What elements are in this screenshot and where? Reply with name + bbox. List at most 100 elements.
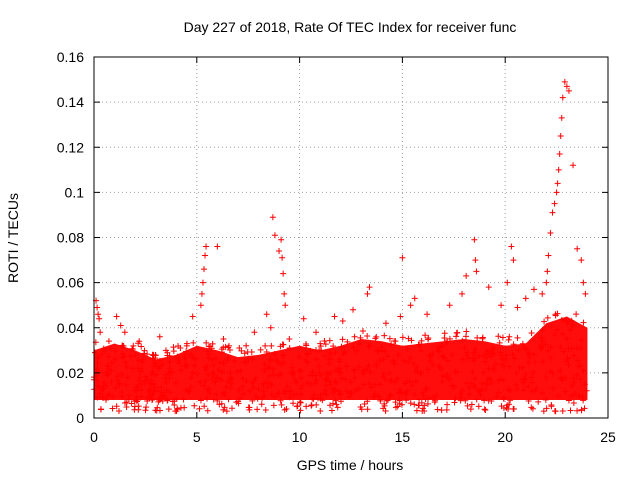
- band-marker: [221, 404, 228, 411]
- band-marker: [411, 391, 418, 398]
- data-point: [411, 295, 418, 302]
- band-marker: [444, 401, 451, 408]
- data-point: [556, 151, 563, 158]
- band-marker: [555, 392, 562, 399]
- band-marker: [262, 407, 269, 414]
- band-marker: [220, 344, 227, 351]
- band-marker: [395, 389, 402, 396]
- band-marker: [248, 348, 255, 355]
- band-marker: [279, 352, 286, 359]
- x-tick-label: 0: [90, 429, 98, 445]
- band-marker: [298, 374, 305, 381]
- band-marker: [155, 388, 162, 395]
- band-marker: [459, 356, 466, 363]
- band-marker: [351, 367, 358, 374]
- band-marker: [512, 381, 519, 388]
- band-marker: [526, 354, 533, 361]
- band-marker: [386, 377, 393, 384]
- band-marker: [334, 404, 341, 411]
- band-marker: [297, 407, 304, 414]
- band-marker: [218, 377, 225, 384]
- band-marker: [119, 393, 126, 400]
- band-marker: [326, 349, 333, 356]
- band-marker: [112, 385, 119, 392]
- data-point: [117, 322, 124, 329]
- band-marker: [412, 378, 419, 385]
- band-marker: [568, 392, 575, 399]
- band-marker: [530, 351, 537, 358]
- band-marker: [525, 383, 532, 390]
- data-point: [559, 94, 566, 101]
- band-marker: [268, 382, 275, 389]
- band-marker: [396, 397, 403, 404]
- band-marker: [297, 399, 304, 406]
- band-marker: [307, 372, 314, 379]
- band-marker: [154, 404, 161, 411]
- band-marker: [542, 374, 549, 381]
- data-point: [549, 209, 556, 216]
- band-marker: [142, 373, 149, 380]
- x-tick-label: 25: [600, 429, 616, 445]
- band-marker: [441, 330, 448, 337]
- band-marker: [318, 372, 325, 379]
- band-marker: [196, 405, 203, 412]
- band-marker: [474, 387, 481, 394]
- data-point: [197, 302, 204, 309]
- band-marker: [183, 342, 190, 349]
- band-marker: [384, 353, 391, 360]
- band-marker: [151, 360, 158, 367]
- band-marker: [254, 406, 261, 413]
- band-marker: [538, 343, 545, 350]
- band-marker: [579, 393, 586, 400]
- band-marker: [361, 366, 368, 373]
- band-marker: [107, 345, 114, 352]
- band-marker: [140, 350, 147, 357]
- band-marker: [236, 395, 243, 402]
- band-marker: [418, 337, 425, 344]
- band-marker: [263, 378, 270, 385]
- band-marker: [503, 404, 510, 411]
- band-marker: [374, 348, 381, 355]
- band-marker: [560, 348, 567, 355]
- data-point: [563, 83, 570, 90]
- band-marker: [513, 386, 520, 393]
- band-marker: [522, 371, 529, 378]
- band-marker: [569, 322, 576, 329]
- band-marker: [478, 380, 485, 387]
- band-marker: [418, 347, 425, 354]
- data-point: [103, 369, 110, 376]
- band-marker: [507, 387, 514, 394]
- band-marker: [204, 407, 211, 414]
- band-marker: [252, 393, 259, 400]
- band-marker: [378, 343, 385, 350]
- band-marker: [446, 335, 453, 342]
- band-marker: [567, 407, 574, 414]
- band-marker: [304, 379, 311, 386]
- band-marker: [426, 352, 433, 359]
- band-marker: [162, 394, 169, 401]
- band-marker: [141, 378, 148, 385]
- band-marker: [332, 349, 339, 356]
- band-marker: [249, 356, 256, 363]
- band-marker: [510, 341, 517, 348]
- data-point: [199, 279, 206, 286]
- data-point: [203, 243, 210, 250]
- band-marker: [466, 391, 473, 398]
- band-marker: [255, 386, 262, 393]
- band-marker: [574, 357, 581, 364]
- band-marker: [263, 349, 270, 356]
- band-marker: [355, 385, 362, 392]
- band-marker: [373, 363, 380, 370]
- band-marker: [323, 375, 330, 382]
- data-band-area: [94, 316, 588, 400]
- band-marker: [477, 388, 484, 395]
- data-point: [399, 254, 406, 261]
- band-marker: [506, 333, 513, 340]
- data-point: [136, 338, 143, 345]
- band-marker: [202, 377, 209, 384]
- band-marker: [506, 363, 513, 370]
- band-marker: [174, 353, 181, 360]
- band-marker: [539, 358, 546, 365]
- band-marker: [146, 386, 153, 393]
- data-point: [557, 132, 564, 139]
